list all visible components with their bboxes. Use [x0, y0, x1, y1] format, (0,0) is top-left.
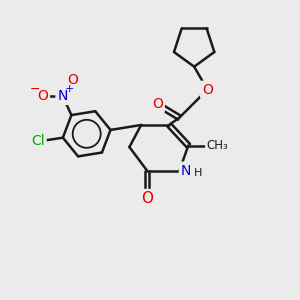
Text: H: H — [194, 168, 202, 178]
Text: O: O — [68, 73, 78, 87]
Text: O: O — [37, 89, 48, 103]
Text: −: − — [30, 83, 40, 96]
Text: +: + — [64, 85, 74, 94]
Text: O: O — [141, 191, 153, 206]
Text: Cl: Cl — [31, 134, 45, 148]
Text: CH₃: CH₃ — [207, 139, 229, 152]
Text: O: O — [202, 82, 213, 97]
Text: N: N — [181, 164, 191, 178]
Text: N: N — [57, 89, 68, 103]
Text: O: O — [152, 98, 163, 111]
